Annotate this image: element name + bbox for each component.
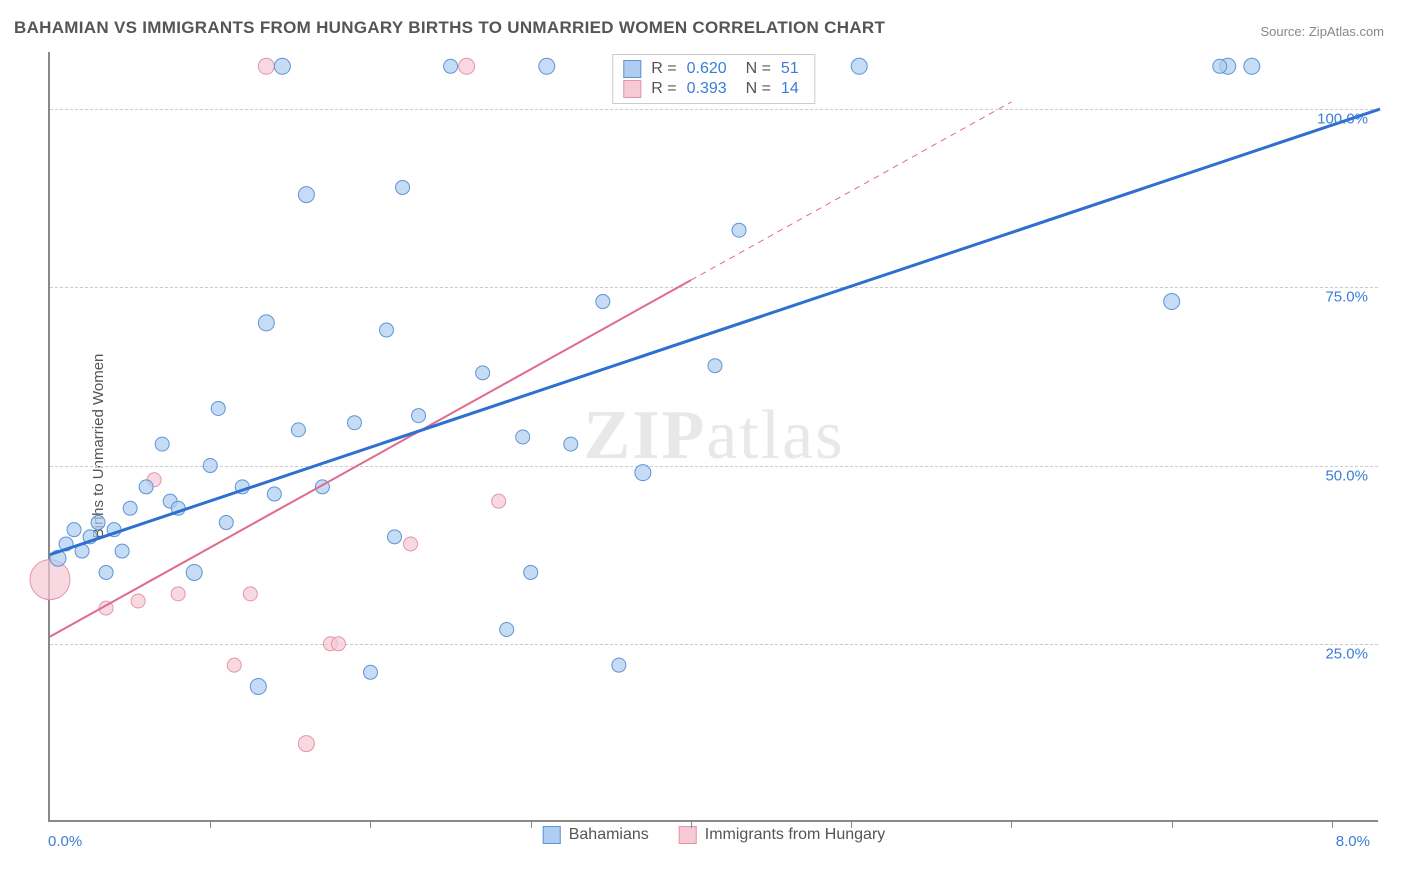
data-point [500, 623, 514, 637]
data-point [91, 516, 105, 530]
plot-area: ZIPatlas R = 0.620 N = 51 R = 0.393 N = … [48, 52, 1378, 822]
swatch-series-1 [623, 60, 641, 78]
x-axis-max-label: 8.0% [1336, 833, 1370, 850]
data-point [708, 359, 722, 373]
data-point [363, 665, 377, 679]
data-point [67, 523, 81, 537]
data-point [227, 658, 241, 672]
data-point [211, 401, 225, 415]
data-point [258, 315, 274, 331]
data-point [186, 564, 202, 580]
data-point [539, 58, 555, 74]
n-label-2: N = [737, 80, 771, 98]
data-point [564, 437, 578, 451]
r-label-2: R = [651, 80, 676, 98]
n-value-2: 14 [781, 80, 799, 98]
legend-item-1: Bahamians [543, 826, 649, 844]
x-tick [691, 820, 692, 828]
data-point [396, 180, 410, 194]
data-point [380, 323, 394, 337]
data-point [155, 437, 169, 451]
data-point [298, 736, 314, 752]
stats-row-2: R = 0.393 N = 14 [623, 79, 798, 99]
data-point [30, 560, 70, 600]
data-point [203, 459, 217, 473]
y-tick-label: 50.0% [1325, 467, 1368, 484]
data-point [258, 58, 274, 74]
data-point [347, 416, 361, 430]
source-citation: Source: ZipAtlas.com [1260, 24, 1384, 39]
scatter-svg [50, 52, 1378, 820]
data-point [404, 537, 418, 551]
data-point [851, 58, 867, 74]
swatch-series-2 [623, 80, 641, 98]
data-point [291, 423, 305, 437]
data-point [492, 494, 506, 508]
data-point [131, 594, 145, 608]
data-point [459, 58, 475, 74]
data-point [115, 544, 129, 558]
data-point [612, 658, 626, 672]
swatch-icon [543, 826, 561, 844]
data-point [171, 587, 185, 601]
y-tick-label: 25.0% [1325, 645, 1368, 662]
x-tick [210, 820, 211, 828]
data-point [139, 480, 153, 494]
x-tick [1172, 820, 1173, 828]
data-point [331, 637, 345, 651]
y-tick-label: 75.0% [1325, 289, 1368, 306]
x-tick [1332, 820, 1333, 828]
data-point [596, 295, 610, 309]
x-tick [531, 820, 532, 828]
swatch-icon [679, 826, 697, 844]
data-point [274, 58, 290, 74]
r-value-1: 0.620 [687, 60, 727, 78]
data-point [219, 516, 233, 530]
x-tick [851, 820, 852, 828]
r-label-1: R = [651, 60, 676, 78]
n-value-1: 51 [781, 60, 799, 78]
legend-label-1: Bahamians [569, 826, 649, 844]
correlation-stats-box: R = 0.620 N = 51 R = 0.393 N = 14 [612, 54, 815, 104]
data-point [732, 223, 746, 237]
data-point [123, 501, 137, 515]
chart-title: BAHAMIAN VS IMMIGRANTS FROM HUNGARY BIRT… [14, 18, 885, 38]
legend-bottom: Bahamians Immigrants from Hungary [543, 818, 886, 844]
data-point [267, 487, 281, 501]
x-tick [1011, 820, 1012, 828]
data-point [524, 565, 538, 579]
data-point [476, 366, 490, 380]
data-point [250, 679, 266, 695]
data-point [243, 587, 257, 601]
x-tick [370, 820, 371, 828]
data-point [635, 465, 651, 481]
data-point [516, 430, 530, 444]
data-point [388, 530, 402, 544]
data-point [298, 187, 314, 203]
stats-row-1: R = 0.620 N = 51 [623, 59, 798, 79]
y-tick-label: 100.0% [1317, 111, 1368, 128]
data-point [99, 565, 113, 579]
data-point [412, 409, 426, 423]
x-axis-min-label: 0.0% [48, 833, 82, 850]
data-point [1213, 59, 1227, 73]
data-point [444, 59, 458, 73]
data-point [1244, 58, 1260, 74]
legend-item-2: Immigrants from Hungary [679, 826, 886, 844]
r-value-2: 0.393 [687, 80, 727, 98]
legend-label-2: Immigrants from Hungary [705, 826, 886, 844]
data-point [1164, 294, 1180, 310]
n-label-1: N = [737, 60, 771, 78]
